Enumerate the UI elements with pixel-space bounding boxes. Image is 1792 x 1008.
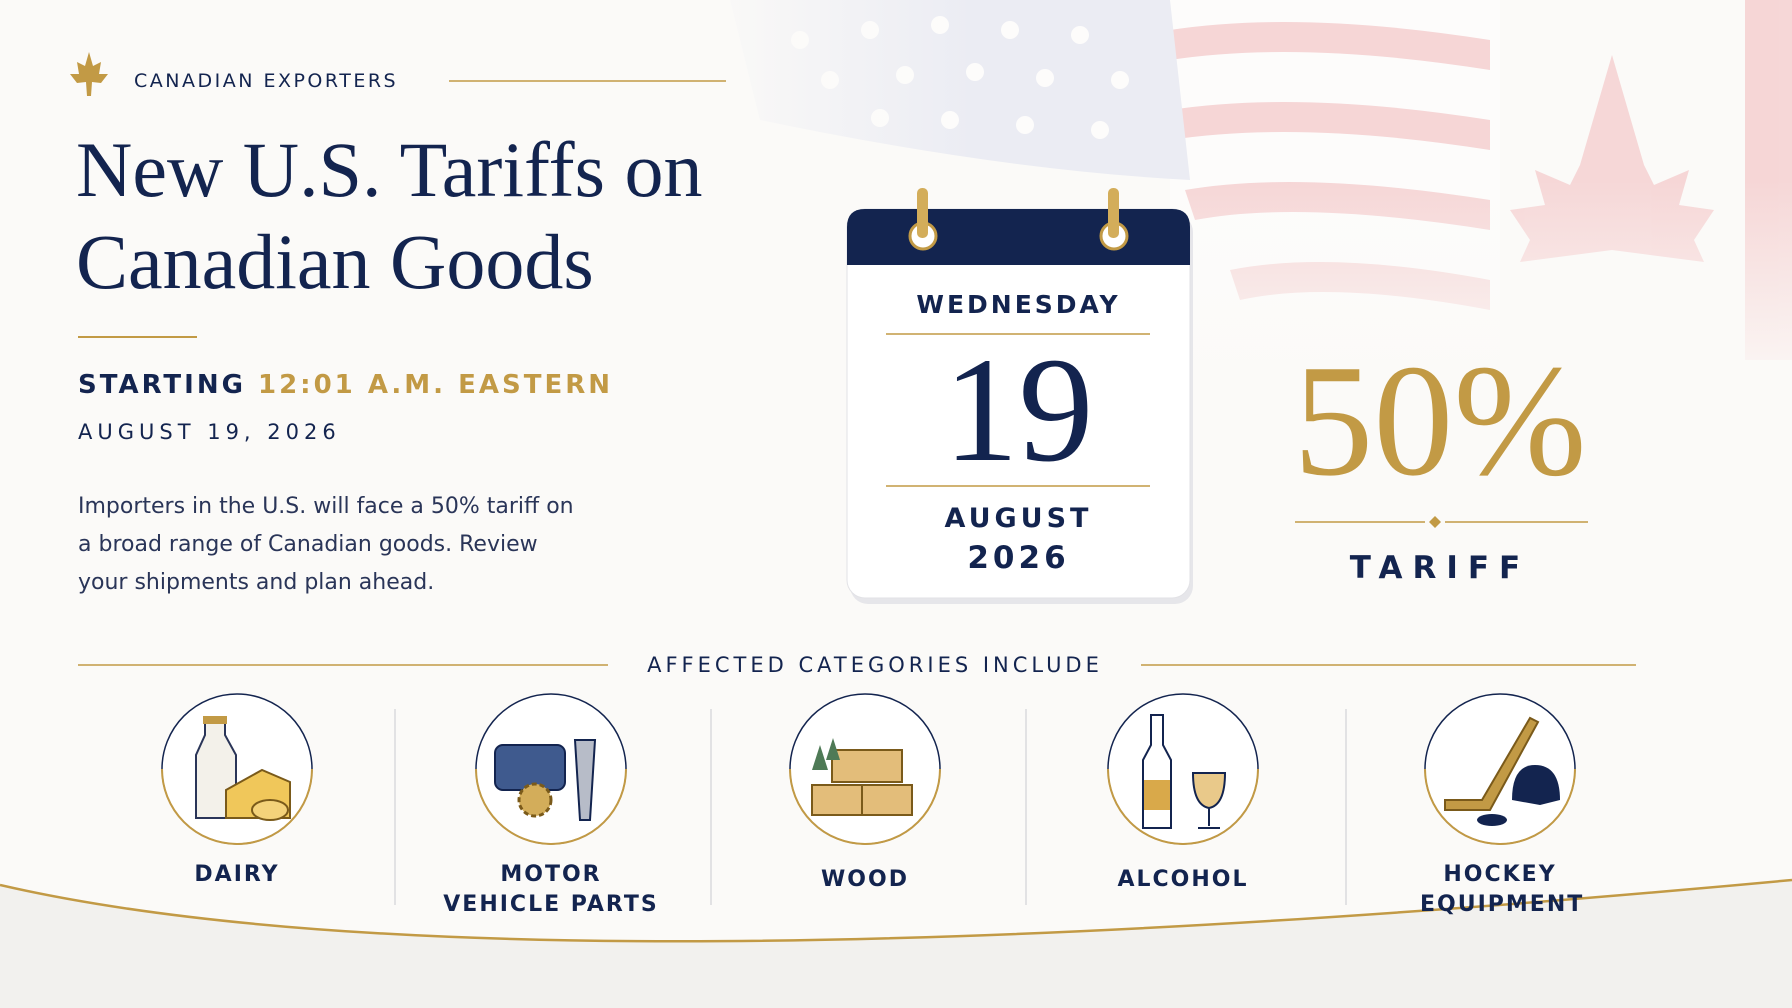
tariff-rate: 50% — [1293, 331, 1587, 509]
calendar-weekday: WEDNESDAY — [916, 290, 1121, 319]
calendar-month: AUGUST — [944, 503, 1093, 534]
start-date: AUGUST 19, 2026 — [78, 420, 341, 444]
start-prefix: STARTING — [78, 370, 246, 400]
calendar-year: 2026 — [967, 540, 1070, 576]
category-label: ALCOHOL — [1117, 867, 1249, 892]
category-label: MOTOR VEHICLE PARTS — [443, 862, 659, 917]
tariff-label: TARIFF — [1349, 550, 1531, 586]
body-text: Importers in the U.S. will face a 50% ta… — [78, 494, 574, 595]
calendar-day: 19 — [943, 327, 1094, 493]
title-line: New U.S. Tariffs on — [76, 126, 703, 213]
start-time: 12:01 A.M. EASTERN — [258, 370, 613, 400]
title-line: Canadian Goods — [76, 218, 594, 305]
category-label: DAIRY — [194, 862, 280, 887]
category-label: HOCKEY EQUIPMENT — [1420, 862, 1585, 917]
eyebrow: CANADIAN EXPORTERS — [134, 70, 399, 92]
categories-heading: AFFECTED CATEGORIES INCLUDE — [647, 653, 1103, 677]
category-label: WOOD — [821, 867, 909, 892]
start-line: STARTING 12:01 A.M. EASTERN — [78, 370, 613, 400]
